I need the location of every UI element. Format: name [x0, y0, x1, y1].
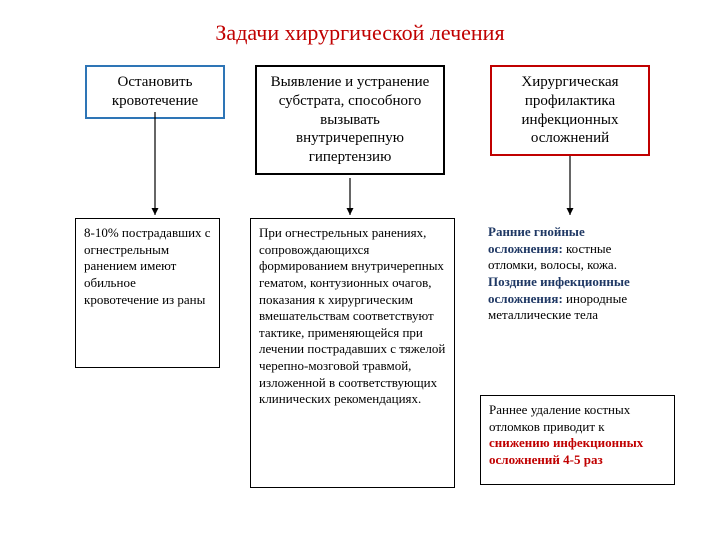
text-right-complications: Ранние гнойные осложнения: костные отлом…	[480, 218, 670, 358]
arrow-mid	[340, 176, 360, 223]
text-mid-body: При огнестрельных ранениях, сопровождающ…	[250, 218, 455, 488]
arrow-left	[145, 110, 165, 223]
box-substrate: Выявление и устранение субстрата, способ…	[255, 65, 445, 175]
slide-title: Задачи хирургической лечения	[0, 20, 720, 46]
box-infection-prophylaxis: Хирургическая профилактика инфекционных …	[490, 65, 650, 156]
arrow-right	[560, 154, 580, 223]
text-left-body: 8-10% пострадавших с огнестрельным ранен…	[75, 218, 220, 368]
text-right-early-removal: Раннее удаление костных отломков приводи…	[480, 395, 675, 485]
